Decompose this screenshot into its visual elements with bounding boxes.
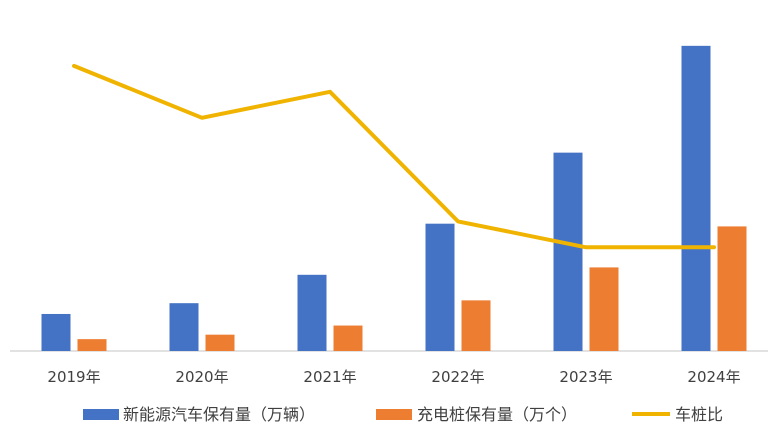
bar-nev-2023年 [553, 152, 583, 351]
bar-charger-2024年 [717, 226, 747, 351]
x-tick-label: 2021年 [303, 368, 356, 386]
legend-label-charger: 充电桩保有量（万个） [417, 405, 577, 424]
ratio-line [72, 63, 716, 250]
bar-charger-2020年 [205, 334, 235, 351]
legend-label-ratio: 车桩比 [675, 405, 723, 424]
line-series [72, 63, 716, 250]
bar-nev-2024年 [681, 45, 711, 352]
x-axis-tick-labels: 2019年 2020年 2021年 2022年 2023年 2024年 [47, 368, 740, 386]
bar-nev-2019年 [41, 313, 71, 351]
bar-charger-2021年 [333, 325, 363, 351]
bar-nev-2020年 [169, 303, 199, 351]
legend-swatch-charger [376, 409, 412, 420]
bar-group [41, 45, 747, 352]
bar-charger-2023年 [589, 267, 619, 351]
bar-nev-2021年 [297, 274, 327, 351]
legend: 新能源汽车保有量（万辆） 充电桩保有量（万个） 车桩比 [83, 405, 723, 424]
x-tick-label: 2023年 [559, 368, 612, 386]
bar-nev-2022年 [425, 223, 455, 351]
x-tick-label: 2024年 [687, 368, 740, 386]
bar-charger-2022年 [461, 300, 491, 351]
x-tick-label: 2020年 [175, 368, 228, 386]
x-tick-label: 2022年 [431, 368, 484, 386]
legend-swatch-nev [83, 409, 119, 420]
legend-label-nev: 新能源汽车保有量（万辆） [123, 405, 315, 424]
x-tick-label: 2019年 [47, 368, 100, 386]
bar-charger-2019年 [77, 339, 107, 351]
